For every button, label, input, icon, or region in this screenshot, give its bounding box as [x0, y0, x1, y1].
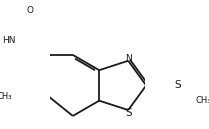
Text: S: S — [175, 80, 181, 90]
Text: O: O — [27, 6, 33, 15]
Text: S: S — [126, 108, 133, 118]
Text: N: N — [125, 54, 132, 63]
Text: CH₃: CH₃ — [196, 96, 209, 105]
Text: HN: HN — [2, 36, 16, 45]
Text: CH₃: CH₃ — [0, 92, 12, 101]
